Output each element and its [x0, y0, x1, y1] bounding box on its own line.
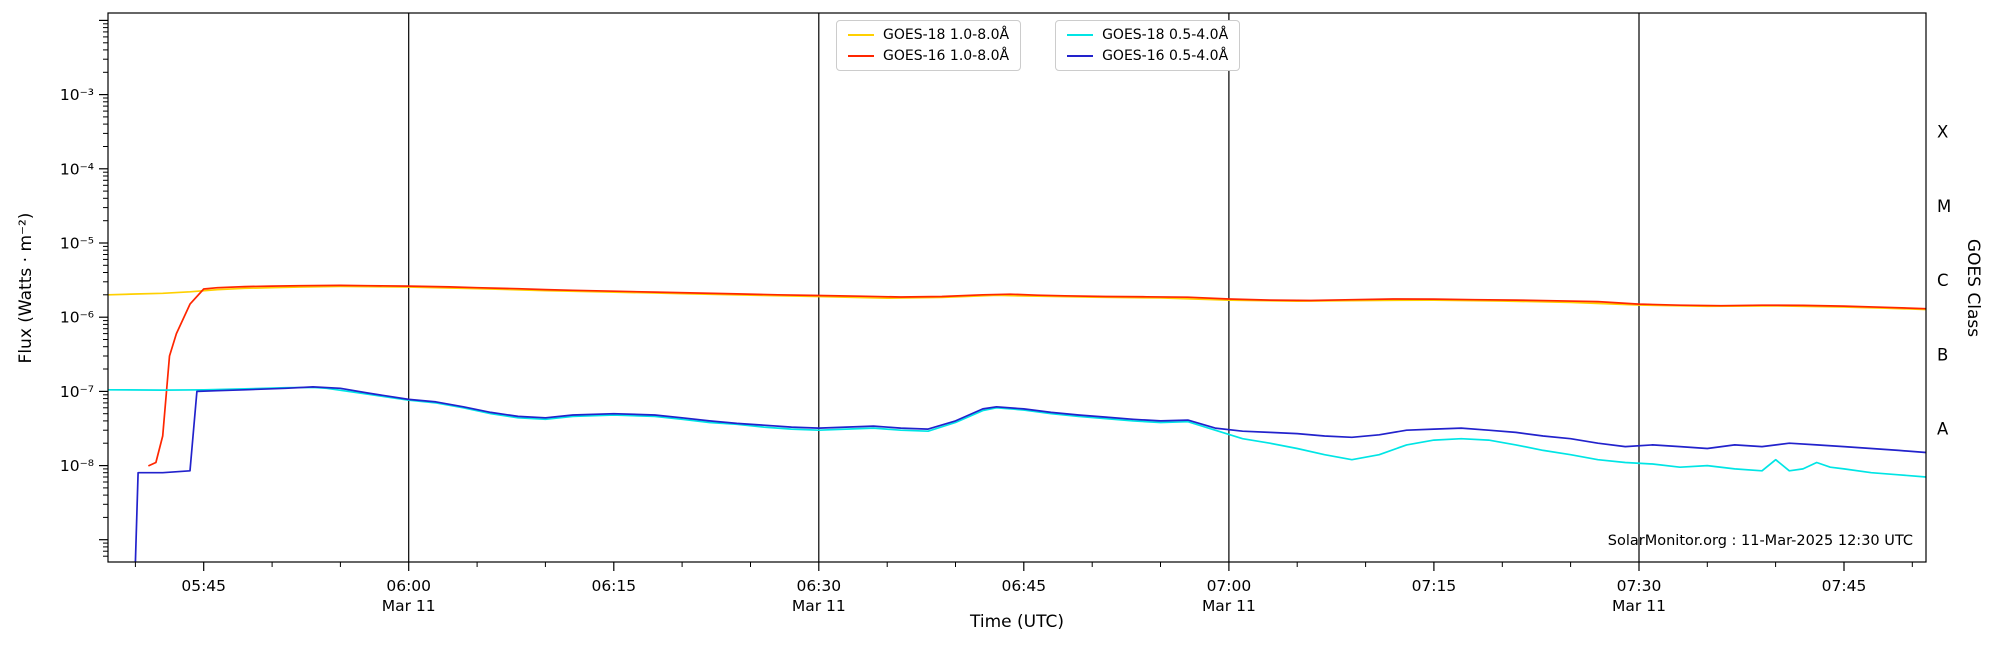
- legend-box-1: GOES-18 1.0-8.0Å GOES-16 1.0-8.0Å: [836, 20, 1022, 71]
- y-axis-right-label: GOES Class: [1963, 238, 1983, 338]
- legend-line-swatch: [1067, 54, 1094, 58]
- y-tick-label: 10⁻⁴: [60, 160, 94, 178]
- x-tick-label: 06:00: [386, 577, 431, 595]
- series-line-goes-18-0.5-4.0-: [108, 386, 1926, 478]
- x-axis-label: Time (UTC): [970, 612, 1064, 632]
- series-line-goes-16-0.5-4.0-: [134, 386, 1926, 562]
- plot-border: [107, 12, 1927, 563]
- series-group: [108, 284, 1926, 562]
- goes-class-label-x: X: [1937, 123, 1948, 142]
- series-line-goes-18-1.0-8.0-: [108, 285, 1926, 311]
- goes-class-label-b: B: [1937, 345, 1948, 364]
- x-tick-label: 07:15: [1412, 577, 1457, 595]
- goes-class-label-a: A: [1937, 420, 1949, 439]
- y-tick-label: 10⁻⁷: [60, 383, 94, 401]
- x-tick-label: 06:30: [796, 577, 841, 595]
- x-tick-label: 06:15: [591, 577, 636, 595]
- x-tick-sublabel: Mar 11: [382, 597, 436, 615]
- goes-class-label-m: M: [1937, 197, 1951, 216]
- goes-class-label-c: C: [1937, 271, 1949, 290]
- x-tick-sublabel: Mar 11: [792, 597, 846, 615]
- legend-line-swatch: [848, 54, 874, 58]
- series-line-goes-16-1.0-8.0-: [148, 284, 1926, 467]
- y-tick-label: 10⁻³: [60, 86, 94, 104]
- legend-entry: GOES-18 0.5-4.0Å: [1067, 27, 1228, 43]
- x-tick-label: 07:00: [1207, 577, 1252, 595]
- x-tick-label: 06:45: [1001, 577, 1046, 595]
- x-tick-label: 07:45: [1822, 577, 1867, 595]
- y-axis-label: Flux (Watts · m⁻²): [16, 212, 36, 364]
- x-tick-sublabel: Mar 11: [1202, 597, 1256, 615]
- legend-entry: GOES-18 1.0-8.0Å: [848, 27, 1009, 43]
- legend-box-2: GOES-18 0.5-4.0Å GOES-16 0.5-4.0Å: [1055, 20, 1241, 71]
- legend-entry: GOES-16 0.5-4.0Å: [1067, 48, 1228, 64]
- y-tick-label: 10⁻⁸: [60, 457, 94, 475]
- x-tick-label: 07:30: [1617, 577, 1662, 595]
- legend-label: GOES-18 0.5-4.0Å: [1102, 27, 1229, 43]
- legend-label: GOES-18 1.0-8.0Å: [883, 27, 1010, 43]
- x-tick-sublabel: Mar 11: [1612, 597, 1666, 615]
- x-tick-label: 05:45: [181, 577, 226, 595]
- legend-line-swatch: [1067, 33, 1094, 37]
- legend-line-swatch: [848, 33, 874, 37]
- y-tick-label: 10⁻⁶: [60, 309, 94, 327]
- y-tick-label: 10⁻⁵: [60, 235, 94, 253]
- legend-label: GOES-16 1.0-8.0Å: [883, 48, 1010, 64]
- legend: GOES-18 1.0-8.0Å GOES-16 1.0-8.0Å GOES-18 …: [836, 20, 1241, 71]
- legend-label: GOES-16 0.5-4.0Å: [1102, 48, 1229, 64]
- legend-entry: GOES-16 1.0-8.0Å: [848, 48, 1009, 64]
- watermark-annotation: SolarMonitor.org : 11-Mar-2025 12:30 UTC: [1607, 533, 1913, 549]
